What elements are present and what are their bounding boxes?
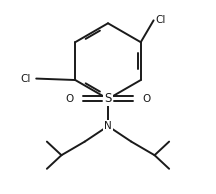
Text: N: N: [104, 121, 112, 131]
Text: S: S: [104, 92, 112, 106]
Text: O: O: [66, 94, 74, 104]
Text: Cl: Cl: [20, 74, 30, 84]
Text: Cl: Cl: [156, 15, 166, 25]
Text: O: O: [142, 94, 150, 104]
